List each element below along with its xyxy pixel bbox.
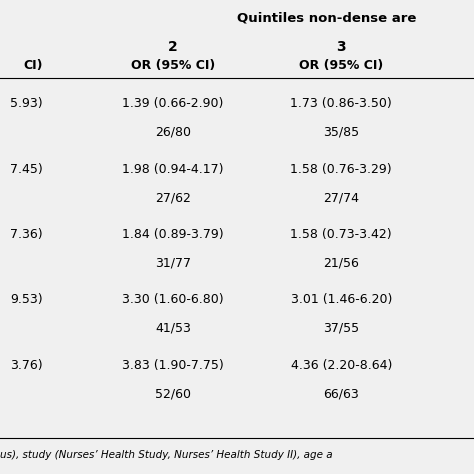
- Text: 9.53): 9.53): [10, 293, 43, 306]
- Text: 1.39 (0.66-2.90): 1.39 (0.66-2.90): [122, 97, 224, 110]
- Text: 21/56: 21/56: [323, 256, 359, 269]
- Text: 41/53: 41/53: [155, 322, 191, 335]
- Text: 3.30 (1.60-6.80): 3.30 (1.60-6.80): [122, 293, 224, 306]
- Text: OR (95% CI): OR (95% CI): [131, 59, 215, 72]
- Text: 27/62: 27/62: [155, 191, 191, 204]
- Text: 26/80: 26/80: [155, 126, 191, 138]
- Text: 7.36): 7.36): [10, 228, 43, 241]
- Text: 3: 3: [337, 40, 346, 55]
- Text: 7.45): 7.45): [10, 163, 43, 175]
- Text: 1.84 (0.89-3.79): 1.84 (0.89-3.79): [122, 228, 224, 241]
- Text: 3.01 (1.46-6.20): 3.01 (1.46-6.20): [291, 293, 392, 306]
- Text: 37/55: 37/55: [323, 322, 359, 335]
- Text: 5.93): 5.93): [10, 97, 43, 110]
- Text: 27/74: 27/74: [323, 191, 359, 204]
- Text: 1.98 (0.94-4.17): 1.98 (0.94-4.17): [122, 163, 224, 175]
- Text: 1.73 (0.86-3.50): 1.73 (0.86-3.50): [291, 97, 392, 110]
- Text: 3.83 (1.90-7.75): 3.83 (1.90-7.75): [122, 359, 224, 372]
- Text: 3.76): 3.76): [10, 359, 43, 372]
- Text: 1.58 (0.73-3.42): 1.58 (0.73-3.42): [291, 228, 392, 241]
- Text: us), study (Nurses’ Health Study, Nurses’ Health Study II), age a: us), study (Nurses’ Health Study, Nurses…: [0, 450, 333, 460]
- Text: 35/85: 35/85: [323, 126, 359, 138]
- Text: Quintiles non-dense are: Quintiles non-dense are: [237, 12, 416, 25]
- Text: 66/63: 66/63: [323, 387, 359, 400]
- Text: 31/77: 31/77: [155, 256, 191, 269]
- Text: 1.58 (0.76-3.29): 1.58 (0.76-3.29): [291, 163, 392, 175]
- Text: OR (95% CI): OR (95% CI): [299, 59, 383, 72]
- Text: 2: 2: [168, 40, 178, 55]
- Text: 4.36 (2.20-8.64): 4.36 (2.20-8.64): [291, 359, 392, 372]
- Text: CI): CI): [23, 59, 43, 72]
- Text: 52/60: 52/60: [155, 387, 191, 400]
